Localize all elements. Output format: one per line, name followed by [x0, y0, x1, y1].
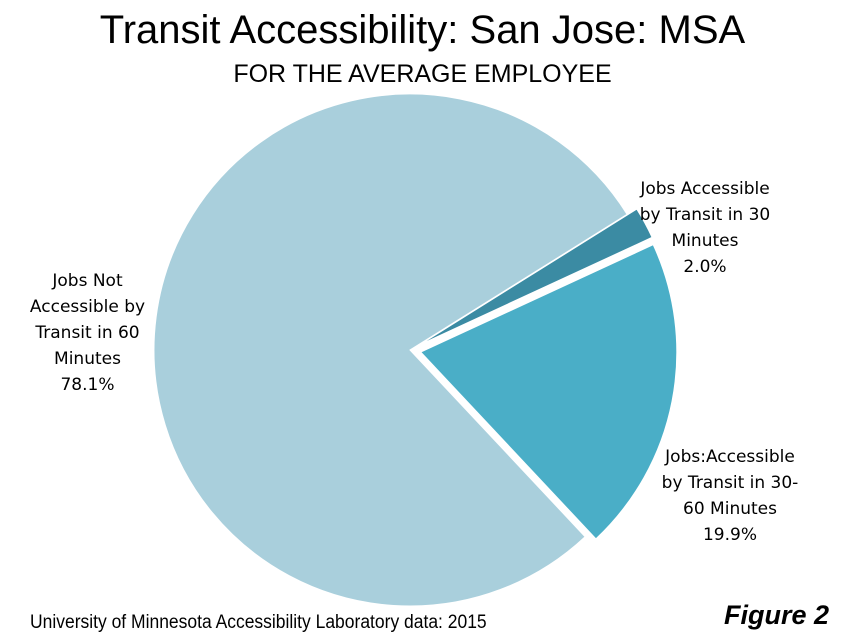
data-source-note: University of Minnesota Accessibility La… — [30, 612, 487, 633]
chart-title: Transit Accessibility: San Jose: MSA — [99, 8, 746, 52]
figure-number: Figure 2 — [723, 600, 829, 630]
slice-label-30-min: Jobs Accessible by Transit in 30 Minutes… — [639, 179, 771, 277]
pie-slice-1 — [419, 244, 678, 540]
pie-slice-0 — [419, 208, 653, 346]
pie-slice-2 — [153, 93, 628, 607]
slice-label-not-accessible: Jobs Not Accessible by Transit in 60 Min… — [29, 271, 146, 395]
slice-label-30-60-min: Jobs:Accessible by Transit in 30- 60 Min… — [661, 447, 799, 545]
chart-subtitle: FOR THE AVERAGE EMPLOYEE — [233, 60, 612, 88]
